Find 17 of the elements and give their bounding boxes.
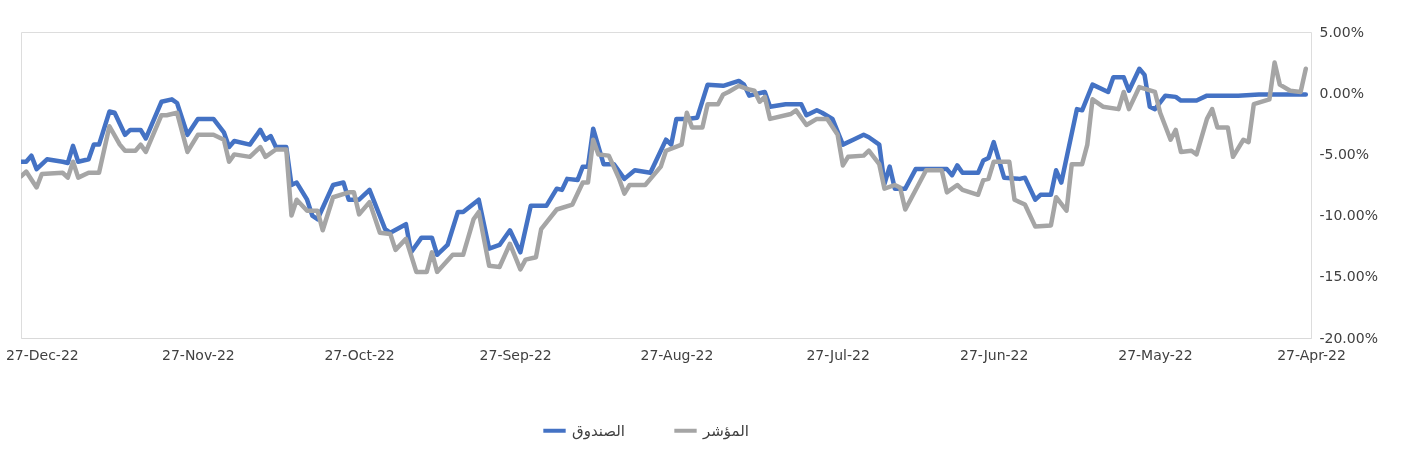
x-tick-label: 27-Jun-22 bbox=[960, 346, 1029, 363]
x-tick-label: 27-Dec-22 bbox=[5, 346, 79, 363]
y-tick-label: 5.00% bbox=[1319, 23, 1364, 40]
y-tick-label: -5.00% bbox=[1319, 145, 1370, 162]
x-tick-label: 27-Sep-22 bbox=[479, 346, 552, 363]
y-tick-label: -10.00% bbox=[1319, 207, 1378, 224]
x-tick-label: 27-Nov-22 bbox=[162, 346, 235, 363]
y-tick-label: 0.00% bbox=[1319, 84, 1364, 101]
y-tick-label: -15.00% bbox=[1319, 268, 1378, 285]
x-tick-label: 27-Apr-22 bbox=[1277, 346, 1346, 363]
x-tick-label: 27-Aug-22 bbox=[640, 346, 714, 363]
x-tick-label: 27-Oct-22 bbox=[324, 346, 395, 363]
legend-label: الصندوق bbox=[572, 421, 626, 440]
y-tick-label: -20.00% bbox=[1319, 329, 1378, 346]
legend-label: المؤشر bbox=[702, 421, 750, 440]
x-tick-label: 27-Jul-22 bbox=[806, 346, 870, 363]
x-tick-label: 27-May-22 bbox=[1118, 346, 1193, 363]
